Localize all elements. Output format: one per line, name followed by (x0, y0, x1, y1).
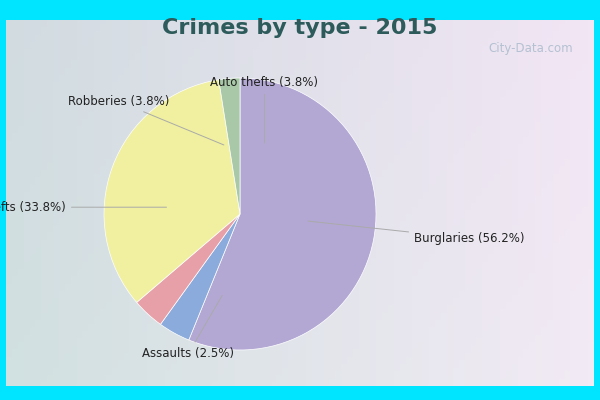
Wedge shape (160, 214, 240, 340)
Text: Auto thefts (3.8%): Auto thefts (3.8%) (211, 76, 319, 143)
Wedge shape (104, 80, 240, 302)
Wedge shape (137, 214, 240, 324)
Text: Robberies (3.8%): Robberies (3.8%) (68, 95, 224, 145)
Wedge shape (219, 78, 240, 214)
Text: Thefts (33.8%): Thefts (33.8%) (0, 201, 167, 214)
Text: Crimes by type - 2015: Crimes by type - 2015 (163, 18, 437, 38)
Wedge shape (189, 78, 376, 350)
Text: City-Data.com: City-Data.com (488, 42, 573, 55)
Text: Assaults (2.5%): Assaults (2.5%) (142, 295, 235, 360)
Text: Burglaries (56.2%): Burglaries (56.2%) (308, 221, 524, 245)
